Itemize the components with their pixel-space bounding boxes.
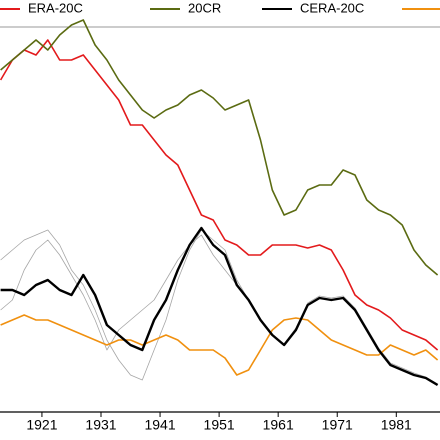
- series-line: [0, 314, 439, 376]
- series-line: [0, 226, 439, 387]
- legend-label: CERA-20C: [300, 0, 364, 15]
- legend-label: ERA-20C: [28, 0, 83, 15]
- x-tick-label: 1971: [322, 417, 353, 433]
- series-line: [0, 39, 439, 351]
- x-tick-label: 1931: [85, 417, 116, 433]
- x-tick-label: 1981: [381, 417, 412, 433]
- series-line: [0, 19, 439, 276]
- x-tick-label: 1951: [204, 417, 235, 433]
- x-tick-label: 1921: [26, 417, 57, 433]
- x-tick-label: 1941: [144, 417, 175, 433]
- x-tick-label: 1961: [263, 417, 294, 433]
- legend-label: 20CR: [188, 0, 221, 15]
- series-line: [0, 234, 438, 385]
